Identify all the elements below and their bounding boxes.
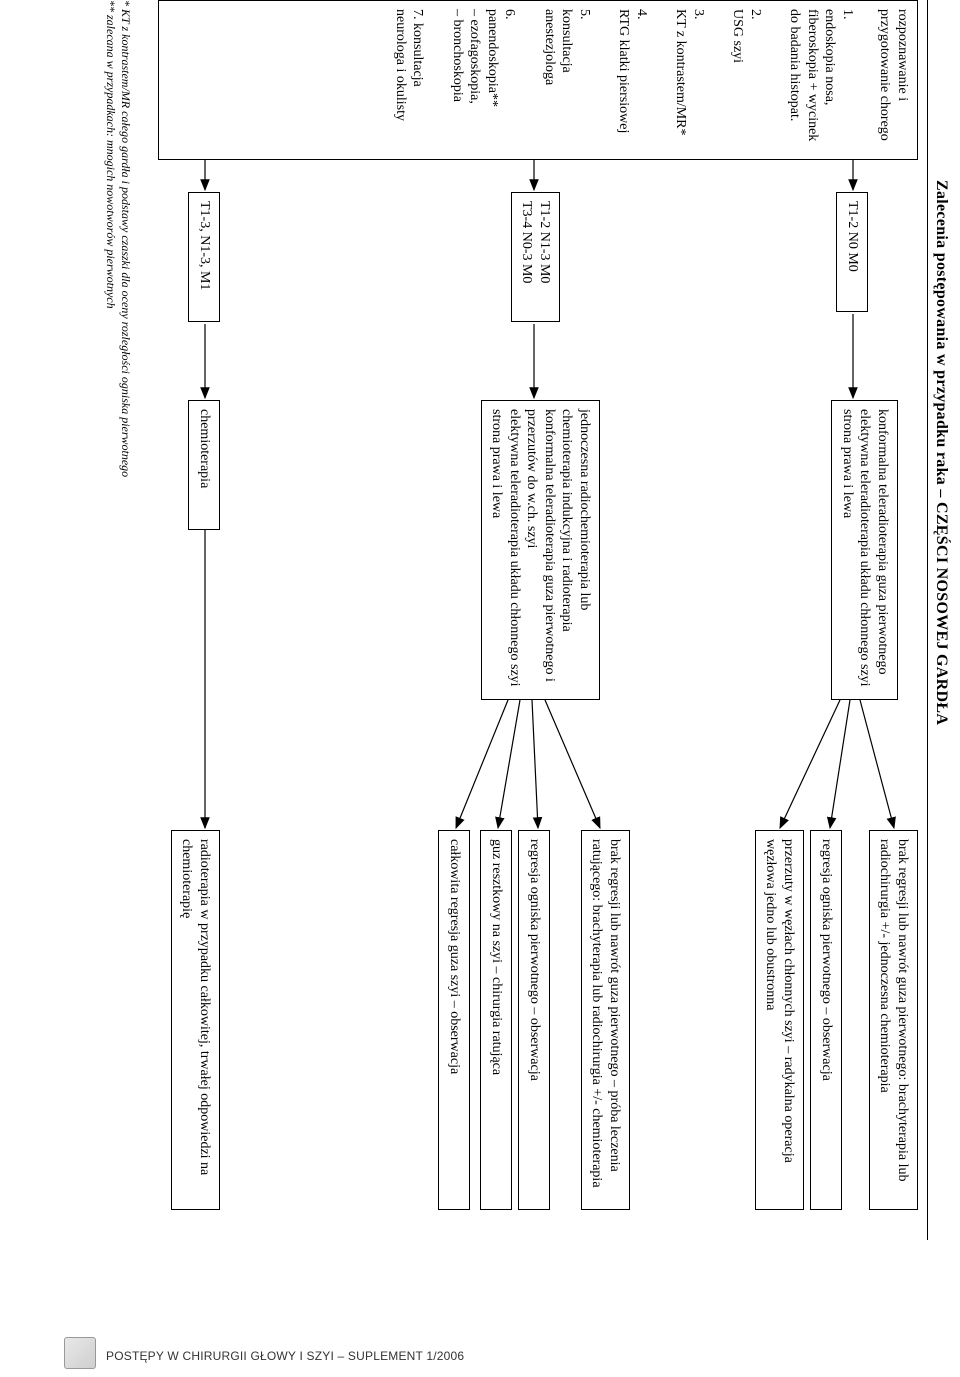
- sidebar-item-1: 1.endoskopia nosa, fiberoskopia + wycine…: [786, 9, 856, 151]
- journal-logo-icon: [64, 1337, 96, 1369]
- page-title: Zalecenia postępowania w przypadku raka …: [932, 180, 950, 725]
- sidebar-item-2: 2.USG szyi: [729, 9, 764, 151]
- outcome-3: radioterapia w przypadku całkowitej, trw…: [171, 830, 220, 1210]
- outcome-1a: brak regresji lub nawrót guza pierwotneg…: [869, 830, 918, 1210]
- outcome-2c: guz resztkowy na szyi – chirurgia ratują…: [481, 830, 513, 1210]
- outcome-1c: przerzuty w węzłach chłonnych szyi – rad…: [755, 830, 804, 1210]
- outcome-1b: regresja ogniska pierwotnego – obserwacj…: [811, 830, 843, 1210]
- flowchart: Zalecenia postępowania w przypadku raka …: [80, 0, 960, 1377]
- treatment-1: konformalna teleradioterapia guza pierwo…: [832, 400, 899, 700]
- stage-3: T1-3, N1-3, M1: [189, 192, 221, 322]
- page-footer: POSTĘPY W CHIRURGII GŁOWY I SZYI – SUPLE…: [0, 1327, 960, 1377]
- treatment-2: jednoczesna radiochemioterapia lub chemi…: [481, 400, 600, 700]
- outcome-2a: brak regresji lub nawrót guza pierwotneg…: [581, 830, 630, 1210]
- journal-name: POSTĘPY W CHIRURGII GŁOWY I SZYI – SUPLE…: [106, 1349, 464, 1363]
- sidebar-item-5: 5.konsultacja anestezjologa: [541, 9, 594, 151]
- sidebar-item-7: 7. konsultacjaneurologa i okulisty: [392, 9, 427, 151]
- outcome-2b: regresja ogniska pierwotnego – obserwacj…: [519, 830, 551, 1210]
- stage-1: T1-2 N0 M0: [837, 192, 869, 312]
- outcome-2d: całkowita regresja guza szyi – obserwacj…: [439, 830, 471, 1210]
- stage-2: T1-2 N1-3 M0 T3-4 N0-3 M0: [511, 192, 560, 322]
- sidebar-box: rozpoznawanie i przygotowanie chorego 1.…: [158, 0, 918, 160]
- sidebar-heading: rozpoznawanie i przygotowanie chorego: [876, 9, 911, 151]
- sidebar-item-4: 4.RTG klatki piersiowej: [615, 9, 650, 151]
- sidebar-item-6: 6.panendoskopia** – ezofagoskopia, – bro…: [449, 9, 519, 151]
- title-underline: [927, 0, 928, 1240]
- footnotes: * KT z kontrastem/MR całego gardła i pod…: [102, 0, 133, 477]
- sidebar-item-3: 3.KT z kontrastem/MR*: [672, 9, 707, 151]
- treatment-3: chemioterapia: [189, 400, 221, 530]
